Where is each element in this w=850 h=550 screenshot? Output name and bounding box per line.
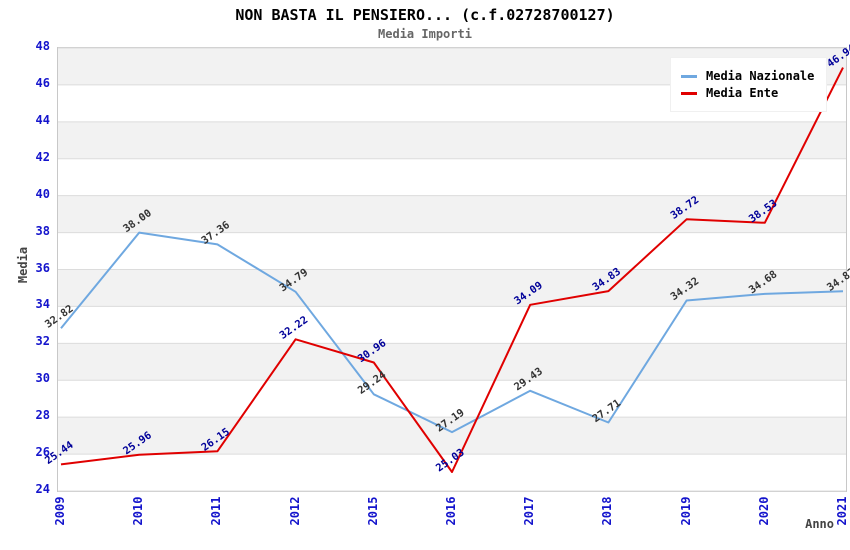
series-line-media-nazionale: [60, 231, 844, 434]
series-line-media-ente: [60, 67, 844, 473]
x-tick-label: 2016: [444, 496, 458, 526]
legend: Media Nazionale Media Ente: [670, 57, 828, 112]
y-tick-label: 46: [35, 75, 50, 90]
y-tick-label: 26: [35, 445, 50, 460]
legend-swatch-blue-line-icon: [681, 74, 697, 78]
y-tick-label: 28: [35, 408, 50, 423]
y-tick-label: 30: [35, 371, 50, 386]
x-tick-label: 2017: [522, 496, 537, 526]
x-tick-label: 2009: [53, 496, 67, 526]
legend-label: Media Nazionale: [706, 69, 815, 83]
y-tick-label: 34: [35, 297, 50, 312]
chart-title: NON BASTA IL PENSIERO... (c.f.0272870012…: [235, 6, 615, 24]
y-tick-label: 40: [35, 186, 50, 201]
plot-band: [58, 121, 846, 159]
x-tick-label: 2018: [600, 496, 615, 526]
legend-swatch-red-line-icon: [681, 91, 697, 95]
x-tick-label: 2010: [131, 496, 146, 526]
y-tick-label: 38: [35, 223, 50, 238]
data-label: 32.22: [277, 314, 310, 342]
plot-band: [58, 417, 846, 455]
y-tick-label: 32: [35, 334, 50, 349]
legend-item-media-nazionale: Media Nazionale: [681, 69, 814, 83]
x-tick-label: 2011: [209, 496, 224, 526]
y-tick-label: 42: [35, 149, 50, 164]
x-tick-label: 2019: [678, 496, 693, 526]
x-tick-label: 2012: [287, 496, 302, 526]
legend-label: Media Ente: [706, 86, 779, 100]
x-tick-label: 2020: [756, 496, 771, 526]
x-tick-label: 2021: [835, 496, 849, 526]
plot-band: [58, 195, 846, 233]
y-tick-label: 48: [35, 39, 50, 53]
plot-band: [58, 343, 846, 381]
legend-item-media-ente: Media Ente: [681, 86, 814, 100]
chart-subtitle: Media Importi: [378, 27, 472, 41]
plot-area: 32.82 38.00 37.36 34.79 29.24 27.19 29.43 27.71…: [43, 42, 850, 492]
y-tick-label: 24: [35, 482, 50, 496]
x-axis-label: Anno: [805, 517, 834, 531]
x-tick-label: 2015: [365, 496, 380, 526]
y-tick-label: 44: [35, 112, 50, 127]
y-tick-label: 36: [35, 260, 50, 275]
plot-band: [58, 269, 846, 307]
